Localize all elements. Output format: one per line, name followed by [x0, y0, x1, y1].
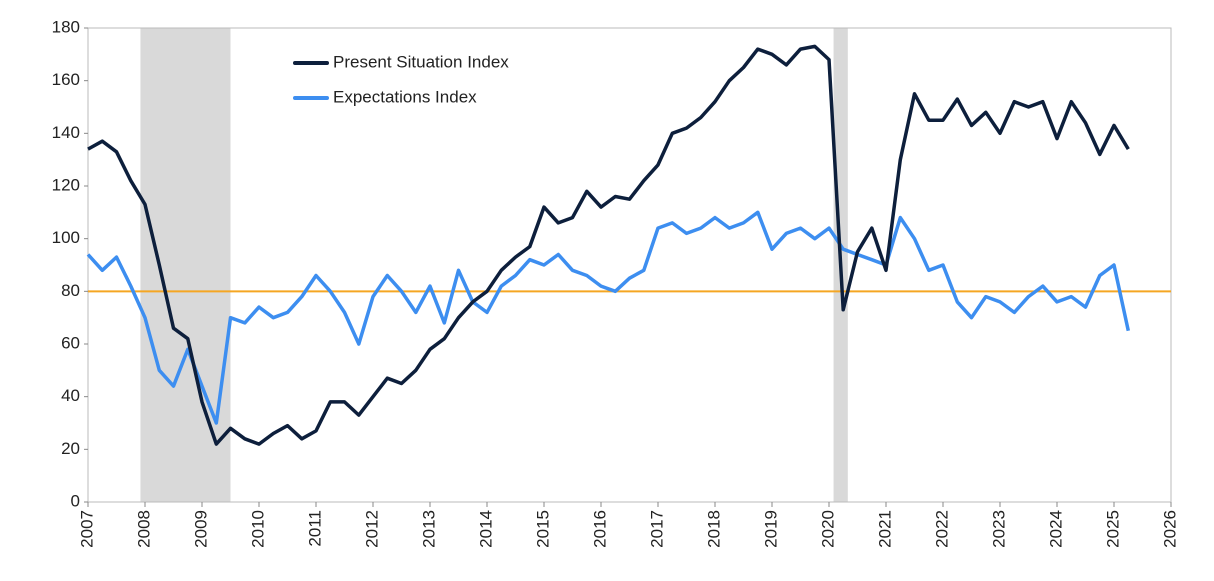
legend-label: Present Situation Index: [333, 52, 509, 71]
recession-shade: [140, 28, 231, 502]
x-tick-label: 2007: [77, 510, 96, 548]
x-tick-label: 2024: [1046, 510, 1065, 548]
plot-frame: [87, 27, 1172, 503]
y-tick-label: 100: [52, 228, 80, 247]
x-tick-label: 2020: [818, 510, 837, 548]
x-tick-label: 2010: [248, 510, 267, 548]
x-tick-label: 2018: [704, 510, 723, 548]
x-tick-label: 2019: [761, 510, 780, 548]
x-tick-label: 2022: [932, 510, 951, 548]
y-tick-label: 0: [71, 491, 80, 510]
x-tick-label: 2015: [533, 510, 552, 548]
x-tick-label: 2011: [305, 510, 324, 547]
y-tick-label: 120: [52, 175, 80, 194]
y-tick-label: 180: [52, 17, 80, 36]
x-tick-label: 2009: [191, 510, 210, 548]
y-tick-label: 60: [61, 333, 80, 352]
x-tick-label: 2023: [989, 510, 1008, 548]
series-line: [87, 44, 1130, 446]
x-tick-label: 2021: [875, 510, 894, 548]
y-tick-label: 140: [52, 123, 80, 142]
x-tick-label: 2013: [419, 510, 438, 548]
series-line: [86, 210, 1131, 425]
x-tick-label: 2025: [1103, 510, 1122, 548]
y-tick-label: 20: [61, 439, 80, 458]
x-tick-label: 2017: [647, 510, 666, 548]
x-tick-label: 2012: [362, 510, 381, 548]
y-tick-label: 80: [61, 281, 80, 300]
x-tick-label: 2008: [134, 510, 153, 548]
legend-label: Expectations Index: [333, 87, 477, 106]
y-tick-label: 40: [61, 386, 80, 405]
x-tick-label: 2026: [1160, 510, 1179, 548]
x-tick-label: 2016: [590, 510, 609, 548]
y-tick-label: 160: [52, 70, 80, 89]
x-tick-label: 2014: [476, 510, 495, 548]
